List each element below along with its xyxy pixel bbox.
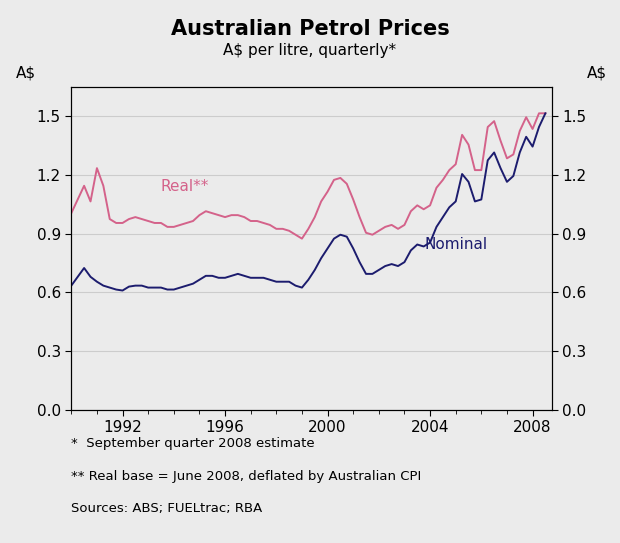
Text: Sources: ABS; FUELtrac; RBA: Sources: ABS; FUELtrac; RBA xyxy=(71,502,262,515)
Text: Real**: Real** xyxy=(161,179,210,194)
Text: *  September quarter 2008 estimate: * September quarter 2008 estimate xyxy=(71,437,315,450)
Text: Nominal: Nominal xyxy=(425,237,488,252)
Text: A$: A$ xyxy=(16,65,36,80)
Text: A$ per litre, quarterly*: A$ per litre, quarterly* xyxy=(223,43,397,59)
Text: A$: A$ xyxy=(587,65,607,80)
Text: Australian Petrol Prices: Australian Petrol Prices xyxy=(170,19,450,39)
Text: ** Real base = June 2008, deflated by Australian CPI: ** Real base = June 2008, deflated by Au… xyxy=(71,470,422,483)
